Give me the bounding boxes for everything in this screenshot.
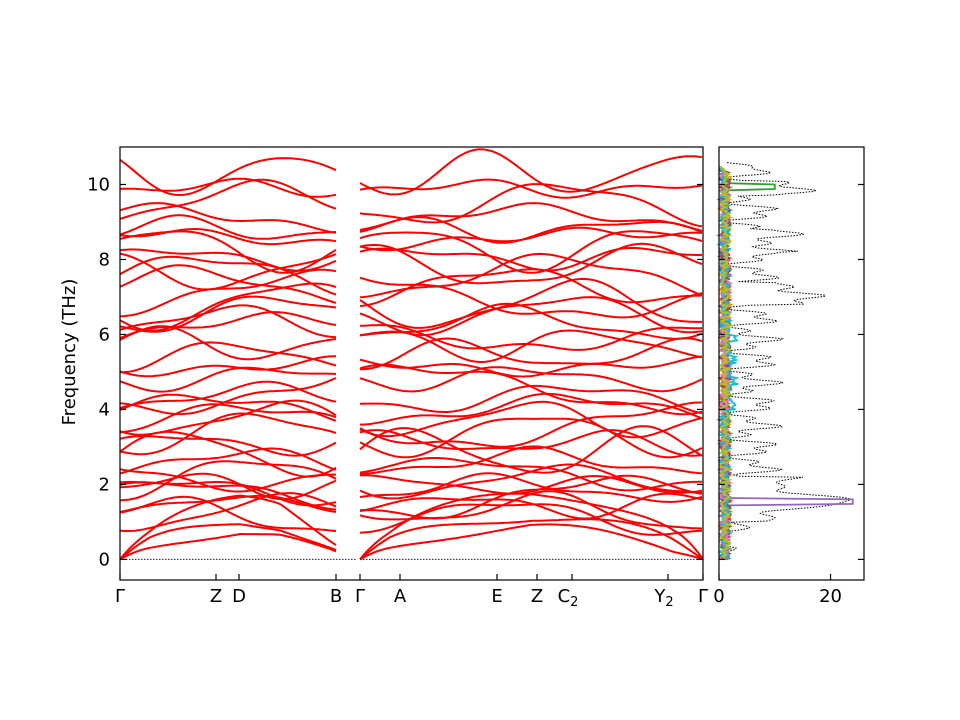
band-line: [119, 230, 703, 274]
x-tick-label: Z: [531, 586, 543, 607]
band-line: [119, 214, 703, 244]
density-of-states-panel: 0 20: [713, 146, 865, 607]
x-tick-label: A: [394, 586, 407, 607]
y-tick-label: 0: [99, 549, 110, 570]
band-line: [119, 392, 703, 426]
y-tick-label: 6: [99, 324, 110, 345]
x-tick-label: Γ: [355, 586, 365, 607]
frequency-axis-ticks: 0 2 4 6 8 10: [87, 174, 703, 570]
y-axis-label: Frequency (THz): [59, 279, 80, 426]
band-structure-axes-frame: [119, 146, 704, 581]
band-line: [119, 363, 703, 416]
projected-dos-curve: [716, 165, 734, 560]
high-symmetry-point-ticks: Γ Z D B Γ A E Z C2 Y2 Γ: [115, 574, 708, 610]
band-line: [119, 401, 702, 448]
band-line: [119, 277, 702, 332]
y-tick-label: 2: [99, 474, 110, 495]
y-tick-label: 8: [99, 249, 110, 270]
dos-axis-ticks: 0 20: [713, 183, 864, 607]
band-line: [119, 412, 703, 459]
band-line: [119, 178, 703, 228]
band-line: [119, 518, 703, 561]
y-tick-label: 4: [99, 399, 110, 420]
band-line: [119, 523, 703, 561]
band-line: [119, 242, 703, 291]
total-dos-curve: [718, 161, 851, 560]
band-line: [119, 399, 703, 439]
band-line: [119, 177, 703, 199]
x-tick-label: Γ: [698, 586, 708, 607]
y-tick-label: 10: [87, 174, 110, 195]
band-line: [119, 366, 703, 393]
band-line: [119, 325, 703, 363]
band-line: [119, 355, 703, 378]
band-line: [119, 492, 703, 520]
band-line: [119, 429, 703, 457]
band-line: [119, 302, 703, 340]
dos-curves: [715, 161, 854, 561]
band-line: [119, 148, 703, 196]
band-line: [119, 490, 703, 532]
band-line: [119, 472, 703, 501]
x-tick-label: B: [330, 586, 342, 607]
dos-x-tick-label: 0: [713, 586, 724, 607]
x-tick-label: Z: [210, 586, 222, 607]
x-tick-label: E: [491, 586, 502, 607]
band-line: [119, 295, 703, 337]
band-line: [120, 337, 703, 374]
dos-x-tick-label: 20: [819, 586, 842, 607]
dos-axes-frame: [718, 146, 865, 581]
band-lines: [119, 148, 703, 561]
x-tick-label: Γ: [115, 586, 125, 607]
projected-dos-curve: [716, 166, 740, 560]
band-line: [119, 202, 703, 234]
band-line: [119, 252, 703, 299]
x-tick-label: D: [232, 586, 246, 607]
band-line: [119, 457, 702, 493]
